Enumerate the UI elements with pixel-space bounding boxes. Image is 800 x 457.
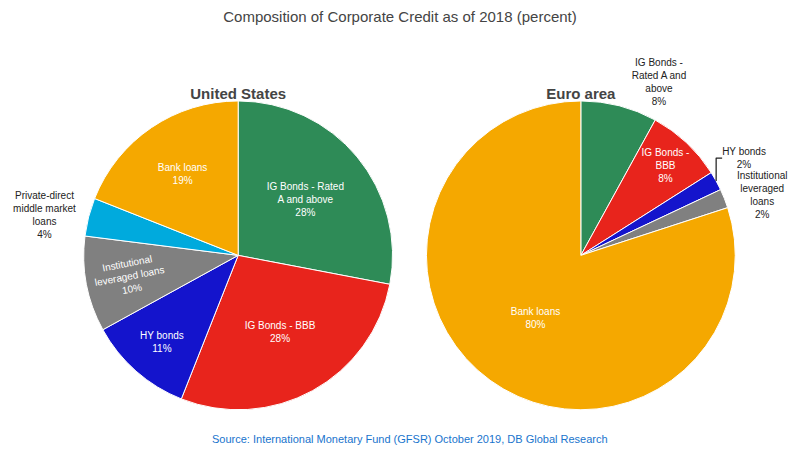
svg-text:Bank loans19%: Bank loans19% xyxy=(158,162,207,186)
svg-text:IG Bonds -Rated A andabove8%: IG Bonds -Rated A andabove8% xyxy=(632,57,687,107)
svg-text:United States: United States xyxy=(190,85,286,102)
svg-text:HY bonds2%: HY bonds2% xyxy=(722,146,766,170)
svg-text:Institutionalleveragedloans2%: Institutionalleveragedloans2% xyxy=(737,170,788,220)
svg-text:IG Bonds -BBB8%: IG Bonds -BBB8% xyxy=(642,147,690,184)
svg-text:IG Bonds - BBB28%: IG Bonds - BBB28% xyxy=(245,320,316,344)
svg-text:Source: International Monetary: Source: International Monetary Fund (GFS… xyxy=(212,433,608,445)
svg-text:Private-directmiddle marketloa: Private-directmiddle marketloans4% xyxy=(13,190,76,240)
svg-text:Euro area: Euro area xyxy=(546,85,616,102)
svg-text:Institutionalleveraged loans10: Institutionalleveraged loans10% xyxy=(91,251,167,301)
svg-text:Bank loans80%: Bank loans80% xyxy=(511,306,560,330)
svg-text:HY bonds11%: HY bonds11% xyxy=(140,330,184,354)
svg-text:Composition of Corporate Credi: Composition of Corporate Credit as of 20… xyxy=(223,8,577,25)
svg-text:IG Bonds - RatedA and above28%: IG Bonds - RatedA and above28% xyxy=(267,181,344,218)
